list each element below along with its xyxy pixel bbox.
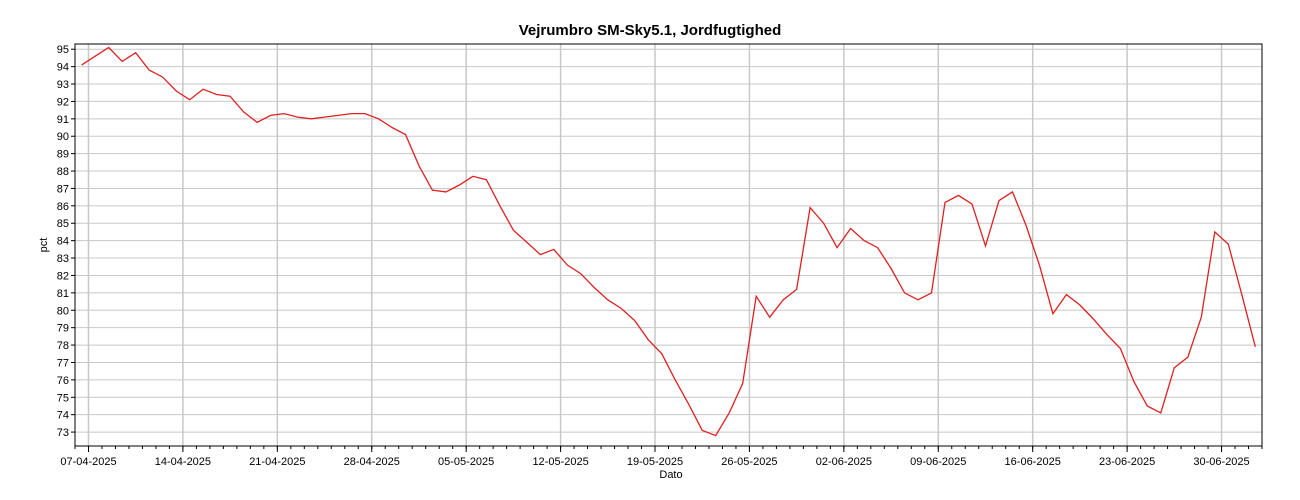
- x-tick-label: 05-05-2025: [438, 456, 494, 468]
- grid-lines: [75, 44, 1262, 446]
- y-tick-label: 83: [57, 253, 69, 265]
- y-tick-label: 94: [57, 62, 69, 74]
- y-tick-label: 91: [57, 114, 69, 126]
- chart-title: Vejrumbro SM-Sky5.1, Jordfugtighed: [519, 22, 782, 39]
- x-tick-label: 14-04-2025: [155, 456, 211, 468]
- y-tick-label: 86: [57, 201, 69, 213]
- y-tick-label: 78: [57, 340, 69, 352]
- y-tick-label: 88: [57, 166, 69, 178]
- y-tick-label: 75: [57, 392, 69, 404]
- x-tick-label: 16-06-2025: [1005, 456, 1061, 468]
- y-tick-label: 77: [57, 357, 69, 369]
- y-tick-label: 79: [57, 323, 69, 335]
- y-tick-label: 89: [57, 149, 69, 161]
- plot-area: [75, 44, 1262, 446]
- y-tick-label: 81: [57, 288, 69, 300]
- y-tick-label: 74: [57, 410, 69, 422]
- y-tick-label: 85: [57, 218, 69, 230]
- y-tick-label: 76: [57, 375, 69, 387]
- x-tick-label: 07-04-2025: [60, 456, 116, 468]
- x-tick-label: 09-06-2025: [910, 456, 966, 468]
- y-tick-label: 80: [57, 305, 69, 317]
- x-tick-label: 02-06-2025: [816, 456, 872, 468]
- y-axis-label: pct: [38, 238, 50, 253]
- plot-frame: [74, 43, 1263, 447]
- x-axis-label: Dato: [659, 469, 682, 481]
- x-tick-label: 28-04-2025: [344, 456, 400, 468]
- x-tick-label: 12-05-2025: [532, 456, 588, 468]
- x-axis-ticks: 07-04-2025 14-04-2025 21-04-2025 28-04-2025…: [60, 446, 1263, 468]
- y-axis-ticks: 73 74 75 76 77 78 79 80 81 82 83 84 85 86 87 88 89 90 91 92…: [57, 44, 75, 439]
- x-tick-label: 23-06-2025: [1099, 456, 1155, 468]
- y-tick-label: 95: [57, 44, 69, 56]
- y-tick-label: 93: [57, 79, 69, 91]
- x-tick-label: 19-05-2025: [627, 456, 683, 468]
- y-tick-label: 73: [57, 427, 69, 439]
- series-line: [81, 46, 1256, 437]
- y-tick-label: 92: [57, 96, 69, 108]
- y-tick-label: 82: [57, 270, 69, 282]
- y-tick-label: 90: [57, 131, 69, 143]
- x-tick-label: 21-04-2025: [249, 456, 305, 468]
- x-tick-label: 30-06-2025: [1193, 456, 1249, 468]
- x-tick-label: 26-05-2025: [721, 456, 777, 468]
- y-tick-label: 84: [57, 236, 69, 248]
- y-tick-label: 87: [57, 183, 69, 195]
